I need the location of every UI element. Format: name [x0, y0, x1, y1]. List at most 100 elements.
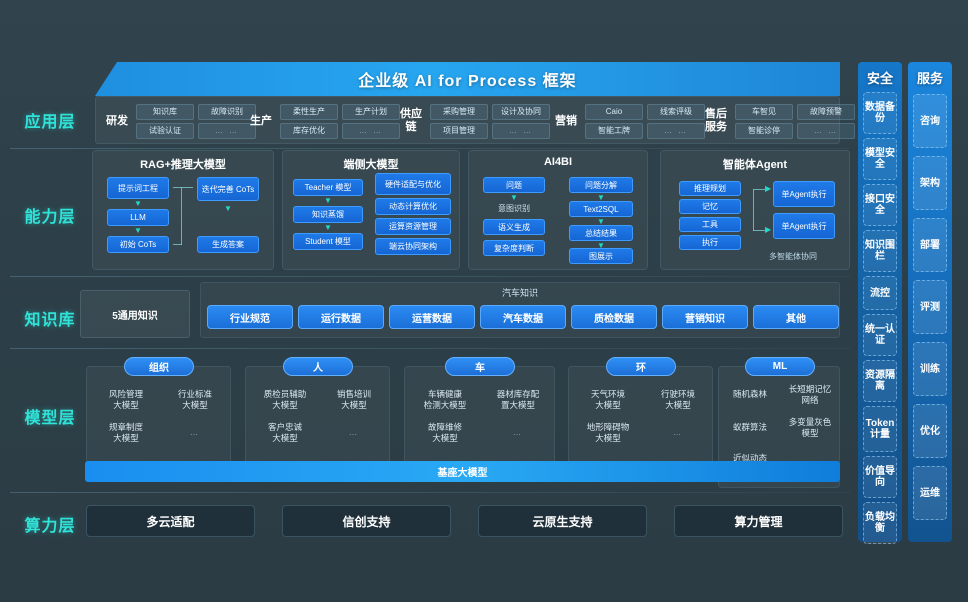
model-item[interactable]: 行驶环境 大模型 [660, 389, 695, 410]
model-group-pill[interactable]: 车 [445, 357, 515, 376]
model-item[interactable]: 地形障碍物 大模型 [586, 422, 630, 443]
model-item-more[interactable]: … [189, 427, 201, 437]
model-item[interactable]: 销售培训 大模型 [336, 389, 371, 410]
app-chip[interactable]: 采购管理 [430, 103, 488, 120]
model-item[interactable]: 故障维修 大模型 [427, 422, 462, 443]
compute-button-xinchuang[interactable]: 信创支持 [282, 505, 451, 537]
model-item[interactable]: 长短期记忆 网络 [788, 384, 832, 405]
cap-node[interactable]: Student 模型 [293, 233, 363, 250]
app-chip[interactable]: 库存优化 [280, 122, 338, 139]
app-chip[interactable]: Caio [585, 103, 643, 120]
app-group-rd[interactable]: 研发 知识库 试验认证 故障识别 … … [102, 97, 256, 145]
cap-node[interactable]: 语义生成 [483, 219, 545, 235]
app-tile[interactable]: 设计及协同 … … [492, 103, 550, 139]
cap-node[interactable]: 问题分解 [569, 177, 633, 193]
knowledge-chip[interactable]: 营销知识 [662, 305, 748, 329]
cap-node[interactable]: 图展示 [569, 248, 633, 264]
knowledge-chip[interactable]: 质检数据 [571, 305, 657, 329]
app-tile[interactable]: Caio 智能工牌 [585, 103, 643, 139]
cap-node[interactable]: 知识蒸馏 [293, 206, 363, 223]
cap-node[interactable]: 总结结果 [569, 225, 633, 241]
cap-node[interactable]: 初始 CoTs [107, 236, 169, 253]
cap-node[interactable]: 提示词工程 [107, 177, 169, 199]
app-tile[interactable]: 采购管理 项目管理 [430, 103, 488, 139]
cap-node[interactable]: 执行 [679, 235, 741, 250]
security-item-knowledge-fence[interactable]: 知识围栏 [863, 230, 897, 272]
service-item-operations[interactable]: 运维 [913, 466, 947, 520]
security-item-model-safety[interactable]: 模型安全 [863, 138, 897, 180]
cap-node[interactable]: 复杂度判断 [483, 240, 545, 256]
cap-node[interactable]: LLM [107, 209, 169, 226]
app-group-production[interactable]: 生产 柔性生产 库存优化 生产计划 … … [246, 97, 400, 145]
knowledge-general-box[interactable]: 5通用知识 [80, 290, 190, 338]
app-chip-more[interactable]: … … [198, 122, 256, 139]
cap-node[interactable]: 工具 [679, 217, 741, 232]
app-tile[interactable]: 线索评级 … … [647, 103, 705, 139]
cap-node[interactable]: 运算资源管理 [375, 218, 451, 235]
app-group-marketing[interactable]: 营销 Caio 智能工牌 线索评级 … … [551, 97, 705, 145]
cap-node[interactable]: 意图识别 [498, 203, 530, 213]
model-item[interactable]: 风险管理 大模型 [108, 389, 143, 410]
model-item[interactable]: 车辆健康 检测大模型 [423, 389, 467, 410]
cap-node[interactable]: Text2SQL [569, 201, 633, 217]
app-chip[interactable]: 知识库 [136, 103, 194, 120]
model-item-more[interactable]: … [512, 427, 524, 437]
cap-node[interactable]: 单Agent执行 [773, 213, 835, 239]
knowledge-chip[interactable]: 其他 [753, 305, 839, 329]
app-chip[interactable]: 故障识别 [198, 103, 256, 120]
service-item-training[interactable]: 训练 [913, 342, 947, 396]
cap-node[interactable]: 硬件适配与优化 [375, 173, 451, 195]
app-chip-more[interactable]: … … [492, 122, 550, 139]
service-item-optimization[interactable]: 优化 [913, 404, 947, 458]
model-item[interactable]: 质检员辅助 大模型 [263, 389, 307, 410]
model-item-more[interactable]: … [672, 427, 684, 437]
security-item-token-metering[interactable]: Token计量 [863, 406, 897, 452]
cap-node[interactable]: 动态计算优化 [375, 198, 451, 215]
app-chip[interactable]: 智能工牌 [585, 122, 643, 139]
model-item[interactable]: 器材库存配 置大模型 [496, 389, 540, 410]
model-item-more[interactable]: … [348, 427, 360, 437]
model-item[interactable]: 蚁群算法 [732, 422, 767, 432]
app-tile[interactable]: 故障预警 … … [797, 103, 855, 139]
security-item-api-safety[interactable]: 接口安全 [863, 184, 897, 226]
cap-node[interactable]: 问题 [483, 177, 545, 193]
knowledge-chip[interactable]: 运营数据 [389, 305, 475, 329]
app-chip[interactable]: 线索评级 [647, 103, 705, 120]
model-group-pill[interactable]: ML [745, 357, 815, 376]
app-chip[interactable]: 车智见 [735, 103, 793, 120]
model-item[interactable]: 天气环境 大模型 [590, 389, 625, 410]
model-group-pill[interactable]: 环 [606, 357, 676, 376]
app-chip[interactable]: 试验认证 [136, 122, 194, 139]
security-item-flow-control[interactable]: 流控 [863, 276, 897, 310]
knowledge-chip[interactable]: 汽车数据 [480, 305, 566, 329]
app-chip[interactable]: 生产计划 [342, 103, 400, 120]
knowledge-chip[interactable]: 行业规范 [207, 305, 293, 329]
base-model-bar[interactable]: 基座大模型 [85, 461, 840, 482]
cap-node[interactable]: Teacher 模型 [293, 179, 363, 196]
model-item[interactable]: 行业标准 大模型 [177, 389, 212, 410]
model-item[interactable]: 规章制度 大模型 [108, 422, 143, 443]
app-tile[interactable]: 车智见 智能诊停 [735, 103, 793, 139]
cap-node[interactable]: 生成答案 [197, 236, 259, 253]
model-item[interactable]: 客户忠诚 大模型 [267, 422, 302, 443]
model-group-pill[interactable]: 人 [283, 357, 353, 376]
model-group-pill[interactable]: 组织 [124, 357, 194, 376]
app-group-after-sales[interactable]: 售后服务 车智见 智能诊停 故障预警 … … [701, 97, 855, 145]
security-item-backup[interactable]: 数据备份 [863, 92, 897, 134]
knowledge-chip[interactable]: 运行数据 [298, 305, 384, 329]
service-item-deployment[interactable]: 部署 [913, 218, 947, 272]
compute-button-multicloud[interactable]: 多云适配 [86, 505, 255, 537]
app-tile[interactable]: 知识库 试验认证 [136, 103, 194, 139]
security-item-unified-auth[interactable]: 统一认证 [863, 314, 897, 356]
model-item[interactable]: 多变量灰色 模型 [788, 417, 832, 438]
app-chip-more[interactable]: … … [647, 122, 705, 139]
service-item-evaluation[interactable]: 评测 [913, 280, 947, 334]
compute-button-management[interactable]: 算力管理 [674, 505, 843, 537]
app-chip-more[interactable]: … … [797, 122, 855, 139]
app-chip[interactable]: 故障预警 [797, 103, 855, 120]
cap-node[interactable]: 端云协同架构 [375, 238, 451, 255]
cap-node[interactable]: 记忆 [679, 199, 741, 214]
service-item-architecture[interactable]: 架构 [913, 156, 947, 210]
security-item-load-balancing[interactable]: 负载均衡 [863, 502, 897, 544]
app-chip-more[interactable]: … … [342, 122, 400, 139]
